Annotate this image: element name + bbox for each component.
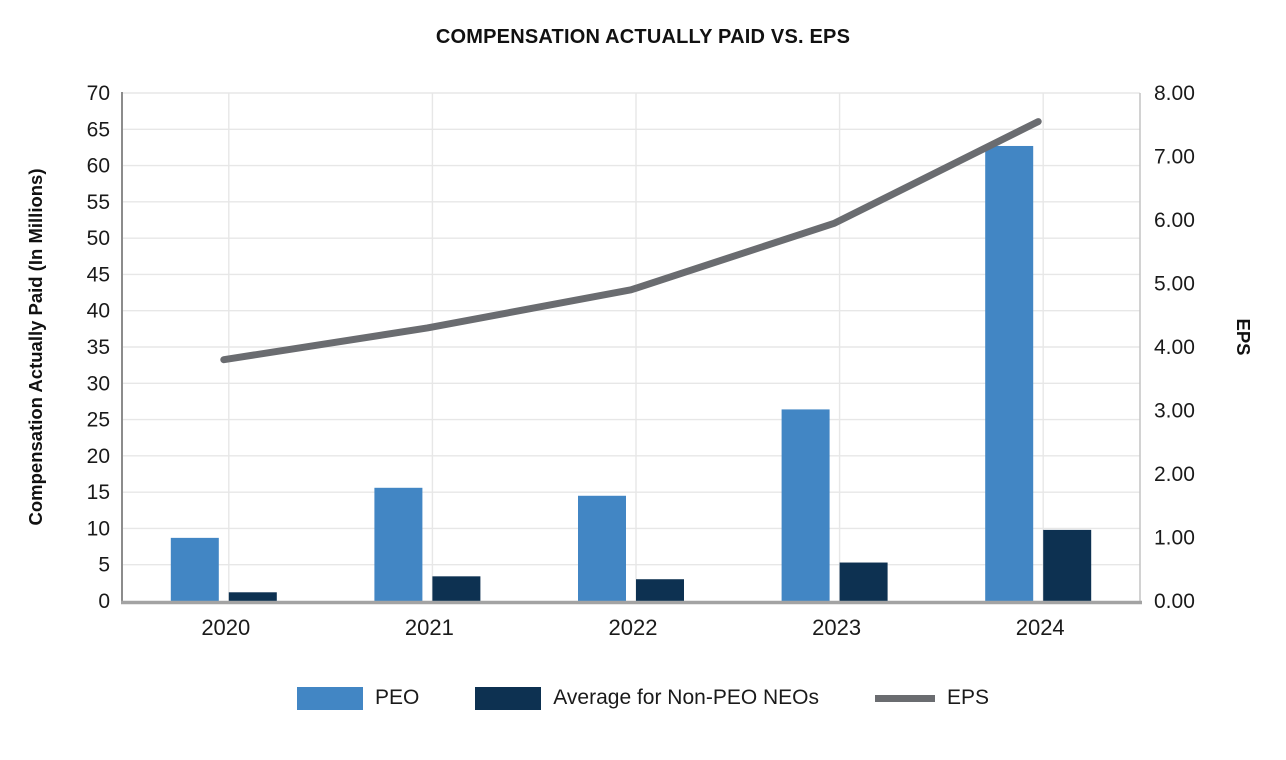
year-label: 2020 [201,615,250,640]
right-axis-tick: 7.00 [1154,146,1195,169]
peo-bar [985,145,1034,601]
left-axis-tick: 10 [87,517,110,540]
non-peo-neos-bar [839,562,888,601]
right-axis-tick: 5.00 [1154,273,1195,296]
eps-line [220,118,1042,364]
legend-item-peo: PEO [296,686,420,710]
year-label: 2024 [1016,615,1065,640]
peo-swatch-icon [296,686,363,710]
non-peo-neos-bar [432,576,481,601]
left-axis-tick: 20 [87,445,110,468]
non-peo-neos-swatch-icon [475,686,542,710]
chart-legend: PEO Average for Non-PEO NEOs EPS [0,686,1286,710]
right-axis-tick: 8.00 [1154,82,1195,105]
combo-chart-canvas: 0 5 10 15 20 25 30 35 40 45 50 55 60 65 70 0.00 1.00 2.00… [25,82,1254,640]
right-axis-tick: 6.00 [1154,209,1195,232]
year-label: 2021 [405,615,454,640]
non-peo-neos-bar [228,592,277,601]
non-peo-neos-bar [1043,529,1092,601]
peo-bar [374,487,423,601]
year-label: 2023 [812,615,861,640]
left-axis-tick: 60 [87,155,110,178]
legend-label-eps: EPS [947,686,990,709]
right-axis-tick: 0.00 [1154,590,1195,613]
chart-title: COMPENSATION ACTUALLY PAID VS. EPS [435,26,851,48]
right-axis-tick: 2.00 [1154,463,1195,486]
left-axis-title: Compensation Actually Paid (In Millions) [25,168,46,525]
left-axis-tick: 25 [87,409,110,432]
right-axis-tick: 3.00 [1154,400,1195,423]
left-axis-tick: 70 [87,82,110,105]
right-axis-tick: 4.00 [1154,336,1195,359]
legend-label-non-peo-neos: Average for Non-PEO NEOs [553,686,820,709]
right-axis-title: EPS [1233,318,1254,355]
left-axis-tick: 30 [87,372,110,395]
eps-line-swatch-icon [875,694,936,702]
left-axis-tick: 50 [87,227,110,250]
non-peo-neos-bar [636,579,684,601]
left-axis-tick: 35 [87,336,110,359]
left-axis-tick: 45 [87,263,110,286]
peo-bar [578,495,626,601]
left-axis-tick: 40 [87,300,110,323]
legend-item-non-peo-neos: Average for Non-PEO NEOs [475,686,819,710]
year-label: 2022 [609,615,658,640]
legend-label-peo: PEO [374,686,420,709]
peo-bar [781,409,830,601]
left-axis-tick: 65 [87,118,110,141]
peo-bar [170,537,219,601]
right-axis-tick: 1.00 [1154,527,1195,550]
left-axis-tick: 5 [98,554,110,577]
left-axis-tick: 0 [98,590,110,613]
legend-item-eps: EPS [875,686,989,710]
left-axis-tick: 15 [87,481,110,504]
left-axis-tick: 55 [87,191,110,214]
